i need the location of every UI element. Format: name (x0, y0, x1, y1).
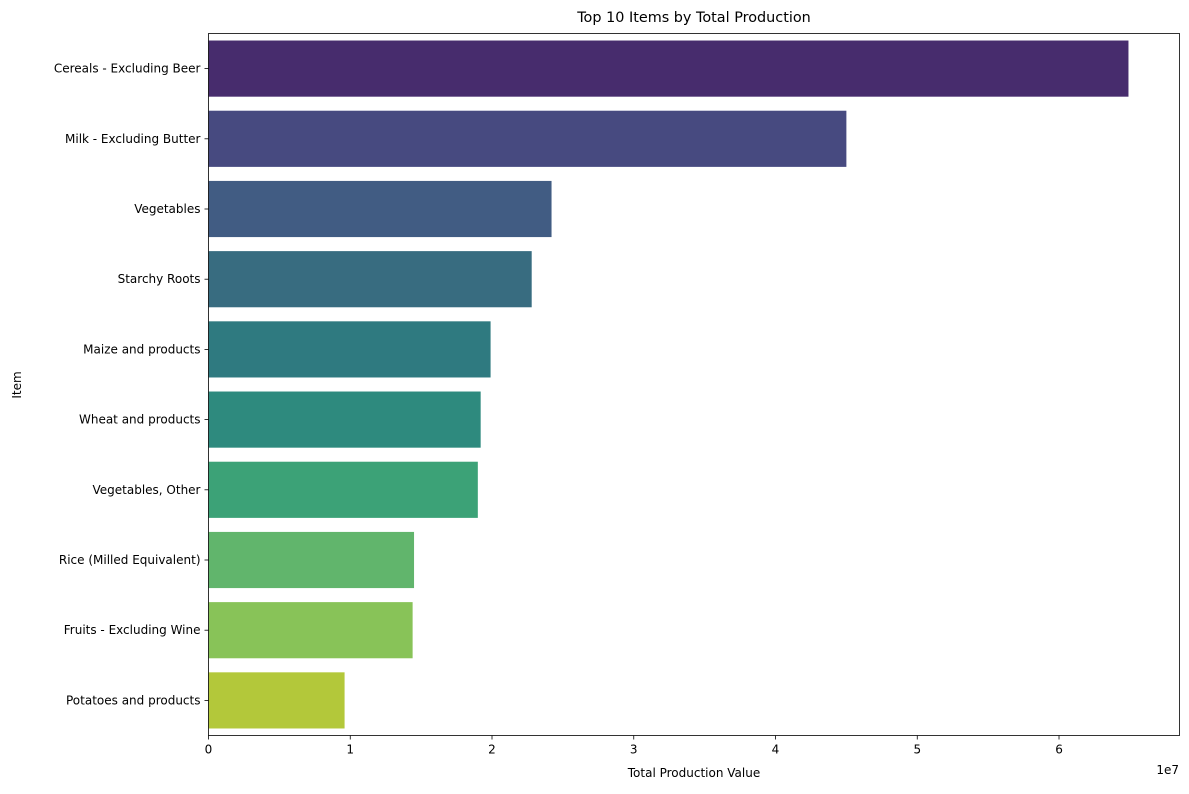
y-axis-ticks: Cereals - Excluding Beer Milk - Excluding… (54, 62, 209, 707)
x-axis-offset-text: 1e7 (1156, 763, 1179, 777)
y-tick-label: Potatoes and products (66, 693, 201, 707)
x-tick-label: 4 (772, 743, 780, 757)
bars-group (208, 40, 1129, 729)
x-tick-label: 3 (630, 743, 638, 757)
bar-1 (208, 110, 847, 167)
chart-title: Top 10 Items by Total Production (576, 10, 811, 26)
y-tick-label: Cereals - Excluding Beer (54, 62, 201, 76)
x-tick-label: 1 (346, 743, 354, 757)
x-tick-label: 6 (1055, 743, 1063, 757)
bar-6 (208, 461, 478, 518)
x-tick-label: 5 (913, 743, 921, 757)
y-tick-label: Milk - Excluding Butter (65, 132, 201, 146)
bar-4 (208, 321, 491, 378)
y-tick-label: Vegetables, Other (92, 483, 200, 497)
bar-9 (208, 672, 345, 729)
bar-8 (208, 602, 413, 659)
y-tick-label: Wheat and products (79, 413, 201, 427)
x-tick-label: 2 (488, 743, 496, 757)
bar-7 (208, 531, 415, 589)
y-tick-label: Rice (Milled Equivalent) (59, 553, 201, 567)
x-axis-ticks: 0 1 2 3 4 5 6 (205, 735, 1063, 757)
y-tick-label: Fruits - Excluding Wine (64, 623, 201, 637)
x-axis-label: Total Production Value (627, 766, 760, 780)
y-tick-label: Starchy Roots (118, 272, 201, 286)
plot-frame (208, 33, 1180, 736)
y-tick-label: Maize and products (83, 342, 200, 356)
bar-0 (208, 40, 1129, 97)
bar-2 (208, 180, 552, 238)
y-axis-label: Item (10, 371, 24, 398)
x-tick-label: 0 (205, 743, 213, 757)
bar-3 (208, 251, 532, 308)
bar-5 (208, 391, 481, 448)
y-tick-label: Vegetables (134, 202, 200, 216)
